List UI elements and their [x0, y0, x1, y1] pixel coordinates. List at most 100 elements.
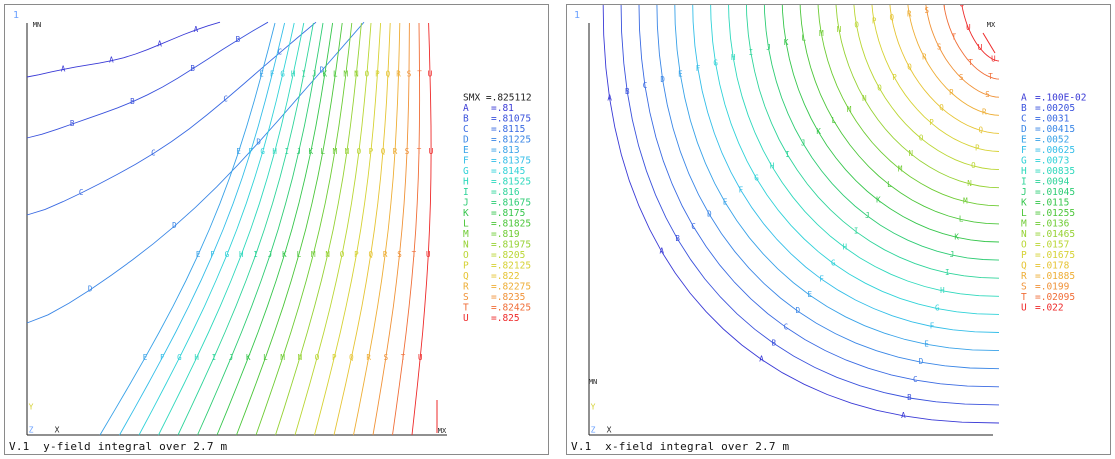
contour-label-c: C [151, 149, 156, 158]
contour-label-n: N [837, 25, 842, 34]
contour-label-g: G [935, 304, 940, 313]
legend-key-e: E [463, 145, 469, 156]
contour-label-n: N [967, 179, 972, 188]
legend-key-o: O [463, 250, 469, 261]
right-caption: V.1 x-field integral over 2.7 m [571, 440, 789, 453]
plot-title: x-field integral over 2.7 m [605, 440, 790, 453]
contour-label-u: U [429, 147, 434, 156]
contour-label-q: Q [939, 103, 944, 112]
contour-label-o: O [340, 250, 345, 259]
contour-line-q [889, 5, 1000, 134]
contour-line-h [728, 5, 1000, 297]
contour-label-j: J [801, 139, 806, 148]
contour-label-h: H [731, 53, 736, 62]
contour-level-k: K K K K [781, 5, 1000, 243]
contour-level-f: F F F F [692, 5, 1000, 333]
legend-smx: SMX =.825112 [463, 93, 532, 104]
max-marker: MX [438, 427, 447, 435]
contour-label-h: H [940, 286, 945, 295]
contour-label-o: O [854, 21, 859, 30]
legend-key-r: R [1021, 271, 1027, 282]
contour-label-b: B [625, 87, 630, 96]
legend-value-m: =.819 [491, 229, 520, 240]
legend-value-e: =.0052 [1035, 135, 1069, 146]
contour-label-l: L [263, 353, 268, 362]
contour-label-r: R [366, 353, 371, 362]
legend-value-p: =.82125 [491, 261, 531, 272]
contour-label-r: R [949, 88, 954, 97]
contour-label-f: F [270, 70, 275, 79]
legend-key-r: R [463, 282, 469, 293]
contour-label-c: C [79, 188, 84, 197]
contour-line-s [372, 22, 410, 436]
plot-title: y-field integral over 2.7 m [43, 440, 228, 453]
contour-label-l: L [802, 34, 807, 43]
contour-label-t: T [417, 147, 422, 156]
contour-line-e [99, 22, 276, 436]
contour-line-r [907, 5, 1000, 116]
contour-level-d: D D D D [26, 21, 365, 324]
contour-label-q: Q [349, 353, 354, 362]
legend-value-o: =.0157 [1035, 240, 1069, 251]
contour-label-h: H [842, 243, 847, 252]
contour-label-s: S [937, 42, 942, 51]
contour-label-m: M [963, 197, 968, 206]
contour-label-c: C [913, 375, 918, 384]
legend-value-j: =.01045 [1035, 187, 1075, 198]
contour-label-k: K [784, 38, 789, 47]
legend-value-h: =.81525 [491, 177, 531, 188]
legend: A =.100E-02 B =.00205 C =.0031 D =.00415 E =.0052… [1021, 93, 1086, 314]
legend-value-a: =.100E-02 [1035, 93, 1086, 104]
contour-label-j: J [296, 147, 301, 156]
contour-label-q: Q [979, 125, 984, 134]
contour-label-k: K [282, 250, 287, 259]
window-number: 1 [13, 10, 19, 21]
contour-label-r: R [982, 108, 987, 117]
contour-line-t [392, 22, 421, 436]
left-caption: V.1 y-field integral over 2.7 m [9, 440, 227, 453]
contour-label-r: R [922, 52, 927, 61]
legend-key-p: P [463, 261, 469, 272]
contour-line-u [411, 22, 432, 436]
contour-level-i: I I I I [745, 5, 1000, 279]
contour-label-r: R [383, 250, 388, 259]
contour-label-s: S [959, 73, 964, 82]
legend-key-c: C [463, 124, 469, 135]
contour-label-j: J [312, 70, 317, 79]
contour-level-n: N N N N [835, 5, 1000, 189]
contour-label-i: I [253, 250, 258, 259]
contour-label-l: L [832, 116, 837, 125]
contour-label-e: E [808, 290, 813, 299]
legend-key-f: F [1021, 145, 1027, 156]
contour-label-m: M [333, 147, 338, 156]
legend-key-j: J [463, 198, 469, 209]
legend-value-u: =.022 [1035, 303, 1064, 314]
contour-label-t: T [952, 33, 957, 42]
legend-value-c: =.0031 [1035, 114, 1070, 125]
legend-key-h: H [463, 177, 469, 188]
legend-key-q: Q [463, 271, 469, 282]
contour-level-a: A A A A [602, 5, 1000, 424]
contour-label-u: U [418, 353, 423, 362]
legend-value-q: =.0178 [1035, 261, 1070, 272]
contour-line-d [656, 5, 1000, 370]
legend-value-u: =.825 [491, 313, 520, 324]
legend-key-t: T [1021, 292, 1027, 303]
contour-level-o: O O O O [853, 5, 1000, 171]
contour-line-b [26, 21, 269, 139]
contour-label-f: F [160, 353, 165, 362]
contour-label-o: O [357, 147, 362, 156]
contour-level-e: E E E E [99, 22, 276, 436]
legend-key-u: U [463, 313, 469, 324]
legend-key-u: U [1021, 303, 1027, 314]
contour-label-u: U [966, 23, 971, 32]
contour-label-s: S [985, 90, 990, 99]
contour-label-k: K [816, 127, 821, 136]
legend-key-b: B [463, 114, 469, 125]
contour-level-s: S S S S [372, 22, 412, 436]
contour-line-g [710, 5, 1000, 315]
contour-label-m: M [819, 29, 824, 38]
contour-level-t: T T T T [392, 22, 422, 436]
